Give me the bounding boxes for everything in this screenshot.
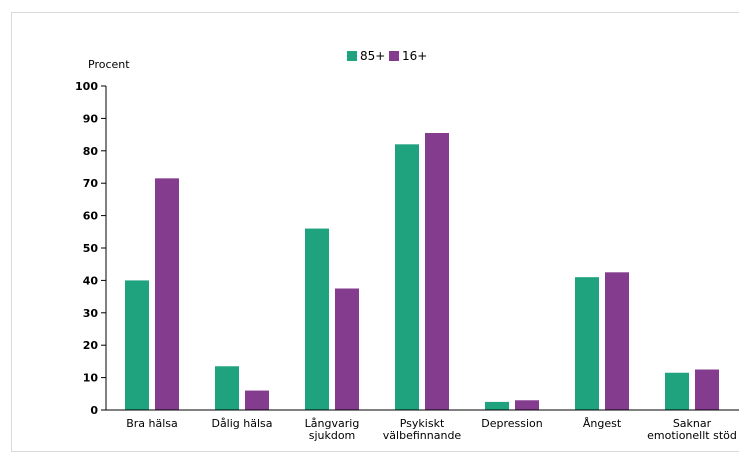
bar-16+-0 (155, 178, 179, 410)
x-tick-label: Bra hälsa (126, 417, 178, 430)
y-tick-label: 50 (83, 242, 99, 255)
y-tick-label: 60 (83, 210, 99, 223)
bar-16+-5 (605, 272, 629, 410)
bar-85+-5 (575, 277, 599, 410)
y-tick-label: 30 (83, 307, 99, 320)
legend-swatch (389, 51, 399, 61)
y-tick-label: 20 (83, 339, 99, 352)
legend-label: 16+ (402, 49, 427, 63)
y-tick-label: 10 (83, 372, 99, 385)
bars (125, 132, 719, 411)
bar-16+-3 (425, 132, 449, 411)
legend-label: 85+ (360, 49, 385, 63)
y-axis-label: Procent (88, 58, 130, 71)
bar-85+-2 (305, 228, 329, 410)
y-tick-label: 70 (83, 177, 99, 190)
x-tick-label: Saknar emotionellt stöd (647, 417, 737, 442)
x-tick-label: Psykiskt välbefinnande (383, 417, 462, 442)
bar-16+-4 (515, 400, 539, 410)
bar-16+-2 (335, 288, 359, 410)
x-tick-label: Ångest (583, 417, 622, 430)
x-axis: Bra hälsa Dålig hälsa Långvarig sjukdom Psyk… (106, 409, 739, 442)
y-tick-label: 90 (83, 112, 99, 125)
bar-85+-4 (485, 401, 509, 410)
y-axis: 0 10 20 30 40 50 60 70 80 90 100 (75, 80, 107, 417)
x-tick-label: Dålig hälsa (211, 417, 272, 430)
bar-85+-3 (395, 144, 419, 410)
legend-swatch (347, 51, 357, 61)
y-tick-label: 0 (90, 404, 98, 417)
x-tick-label: Långvarig sjukdom (305, 417, 360, 442)
bar-85+-0 (125, 280, 149, 410)
y-tick-label: 80 (83, 145, 99, 158)
legend: 85+ 16+ (347, 49, 427, 63)
x-tick-label: Depression (481, 417, 543, 430)
y-tick-label: 100 (75, 80, 98, 93)
bar-85+-6 (665, 372, 689, 410)
bar-85+-1 (215, 366, 239, 410)
y-tick-label: 40 (83, 274, 99, 287)
bar-16+-6 (695, 369, 719, 410)
bar-16+-1 (245, 390, 269, 410)
